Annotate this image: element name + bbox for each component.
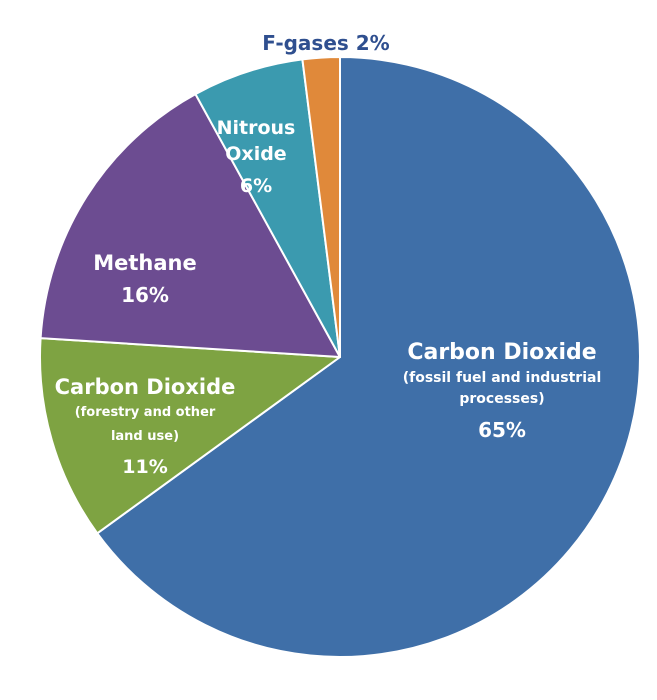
pie-slice-f-gases [301, 56, 341, 358]
label-methane: Methane 16% [93, 251, 197, 307]
label-nitrous-oxide-value: 6% [240, 175, 272, 197]
label-co2-forestry: Carbon Dioxide (forestry and other land … [55, 375, 236, 478]
label-nitrous-oxide-name-1: Nitrous [217, 117, 296, 139]
label-co2-fossil-name: Carbon Dioxide [407, 340, 596, 365]
label-nitrous-oxide: Nitrous Oxide 6% [217, 117, 296, 197]
label-co2-fossil-sub-2: processes) [459, 391, 544, 407]
label-methane-name: Methane [93, 251, 197, 275]
label-co2-fossil-value: 65% [478, 418, 526, 442]
slices-layer [39, 56, 641, 658]
label-co2-forestry-value: 11% [122, 456, 167, 478]
label-co2-forestry-sub-1: (forestry and other [75, 405, 216, 420]
label-co2-fossil: Carbon Dioxide (fossil fuel and industri… [403, 340, 602, 442]
label-methane-value: 16% [121, 283, 169, 307]
label-co2-fossil-sub-1: (fossil fuel and industrial [403, 370, 602, 386]
pie-slice-co2-forestry [39, 337, 341, 535]
label-f-gases-outside: F-gases 2% [262, 31, 389, 55]
pie-slice-co2-fossil [96, 56, 641, 658]
label-co2-forestry-name: Carbon Dioxide [55, 375, 236, 399]
label-co2-forestry-sub-2: land use) [111, 429, 179, 444]
pie-slice-methane [39, 93, 341, 358]
label-nitrous-oxide-name-2: Oxide [225, 143, 286, 165]
